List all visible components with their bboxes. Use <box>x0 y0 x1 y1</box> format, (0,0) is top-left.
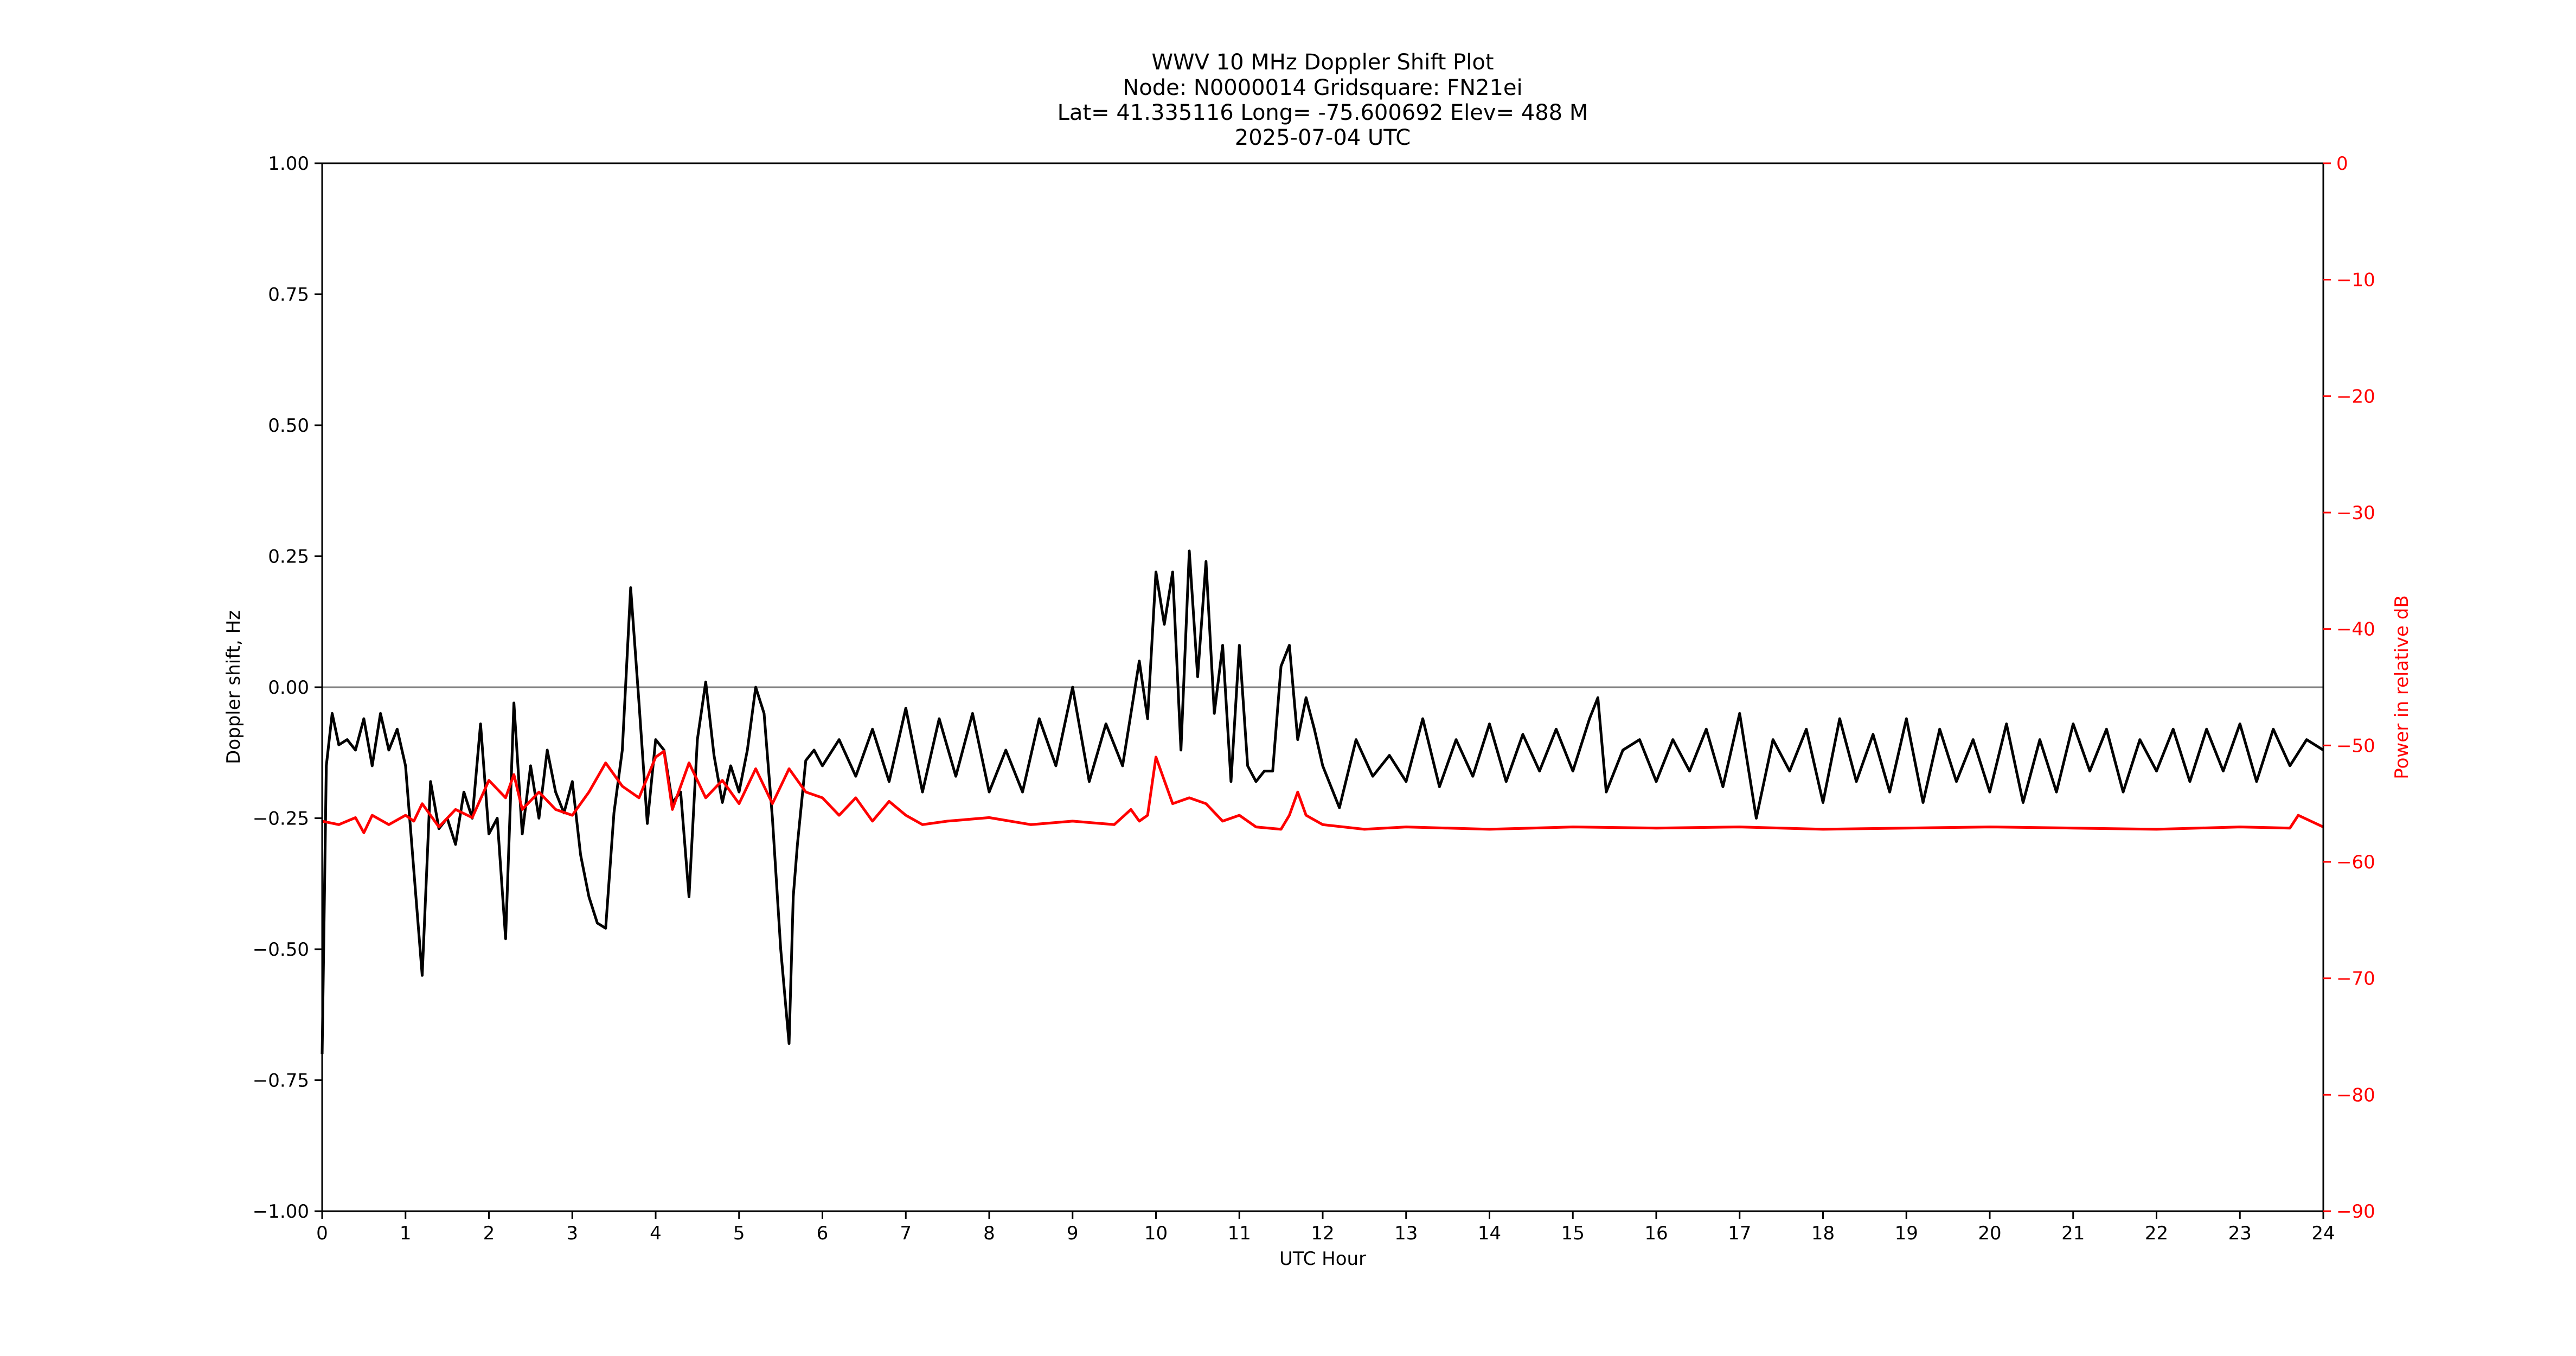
x-tick-label: 20 <box>1978 1223 2001 1244</box>
plot-area <box>321 162 2324 1212</box>
x-tick-label: 14 <box>1478 1223 1501 1244</box>
x-tick-label: 2 <box>483 1223 495 1244</box>
y-tick-label: −1.00 <box>253 1201 309 1223</box>
x-tick-label: 6 <box>817 1223 829 1244</box>
y2-tick-label: −60 <box>2336 852 2375 873</box>
y2-tick-label: −10 <box>2336 270 2375 291</box>
y-tick-label: 0.50 <box>268 415 309 437</box>
y2-tick-label: −70 <box>2336 968 2375 990</box>
x-tick-label: 7 <box>900 1223 912 1244</box>
title-line-1: WWV 10 MHz Doppler Shift Plot <box>1151 50 1494 75</box>
x-tick-label: 19 <box>1895 1223 1918 1244</box>
y-tick-label: −0.25 <box>253 808 309 830</box>
x-tick-label: 22 <box>2145 1223 2168 1244</box>
y-axis-left: 1.00 0.75 0.50 0.25 0.00 −0.25 −0.50 −0.75 −1.00 <box>253 153 322 1223</box>
x-tick-label: 5 <box>733 1223 745 1244</box>
y-axis-right: 0 −10 −20 −30 −40 −50 −60 −70 −80 −90 <box>2323 153 2375 1223</box>
x-tick-label: 17 <box>1728 1223 1751 1244</box>
y-tick-label: 0.25 <box>268 546 309 568</box>
y2-tick-label: −40 <box>2336 619 2375 641</box>
x-tick-label: 0 <box>316 1223 328 1244</box>
y2-tick-label: −30 <box>2336 502 2375 524</box>
y-tick-label: 0.00 <box>268 677 309 699</box>
y2-tick-label: −50 <box>2336 735 2375 757</box>
x-axis-label: UTC Hour <box>1279 1248 1366 1270</box>
x-tick-label: 1 <box>400 1223 412 1244</box>
title-line-2: Node: N0000014 Gridsquare: FN21ei <box>1123 75 1522 100</box>
y-tick-label: 0.75 <box>268 284 309 306</box>
x-tick-label: 9 <box>1067 1223 1079 1244</box>
chart-title: WWV 10 MHz Doppler Shift Plot Node: N000… <box>1058 50 1588 150</box>
x-tick-label: 13 <box>1394 1223 1418 1244</box>
x-tick-label: 11 <box>1228 1223 1251 1244</box>
x-tick-label: 16 <box>1644 1223 1668 1244</box>
y2-axis-label: Power in relative dB <box>2391 595 2413 779</box>
y2-tick-label: −90 <box>2336 1201 2375 1223</box>
title-line-3: Lat= 41.335116 Long= -75.600692 Elev= 48… <box>1058 100 1588 125</box>
x-tick-label: 23 <box>2228 1223 2252 1244</box>
doppler-series-line <box>321 549 2324 1054</box>
x-tick-label: 24 <box>2311 1223 2335 1244</box>
y-tick-label: 1.00 <box>268 153 309 175</box>
x-tick-label: 15 <box>1561 1223 1585 1244</box>
y2-tick-label: −80 <box>2336 1084 2375 1106</box>
x-tick-label: 4 <box>650 1223 662 1244</box>
y-tick-label: −0.50 <box>253 939 309 961</box>
x-tick-label: 21 <box>2061 1223 2085 1244</box>
y-tick-label: −0.75 <box>253 1070 309 1092</box>
x-tick-label: 8 <box>983 1223 995 1244</box>
x-tick-label: 3 <box>566 1223 578 1244</box>
x-tick-label: 18 <box>1811 1223 1835 1244</box>
y2-tick-label: 0 <box>2336 153 2348 175</box>
x-tick-label: 12 <box>1311 1223 1334 1244</box>
y-axis-label: Doppler shift, Hz <box>223 610 245 764</box>
power-series-line <box>322 750 2324 834</box>
x-axis: 0 1 2 3 4 5 6 7 8 9 10 11 12 13 14 15 16 17 18 19 20 21 22 23 24 <box>316 1211 2335 1244</box>
x-tick-label: 10 <box>1144 1223 1168 1244</box>
y2-tick-label: −20 <box>2336 386 2375 407</box>
title-line-4: 2025-07-04 UTC <box>1235 125 1411 150</box>
